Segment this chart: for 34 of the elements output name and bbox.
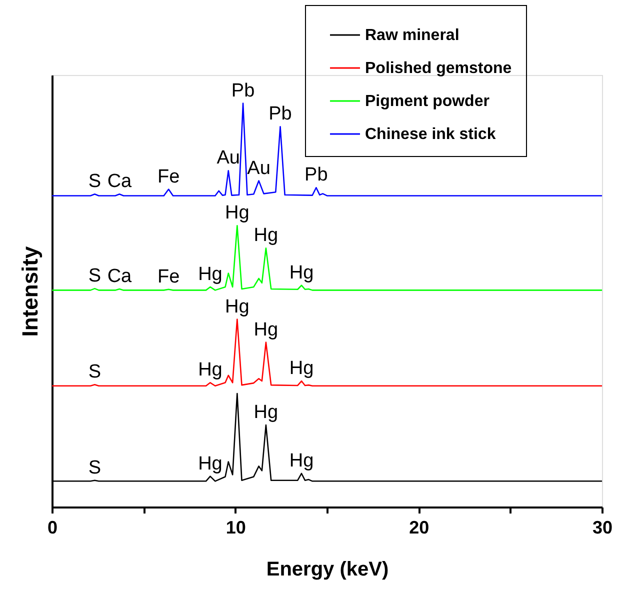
annotation: S bbox=[88, 457, 102, 478]
annotation: Pb bbox=[231, 80, 255, 102]
annotation: S bbox=[88, 171, 102, 192]
annotation: Pb bbox=[268, 104, 292, 125]
annotation: Au bbox=[216, 148, 240, 169]
annotation: Hg bbox=[289, 262, 314, 284]
annotation: S bbox=[88, 266, 102, 287]
annotation: Hg bbox=[198, 453, 222, 474]
annotation: Hg bbox=[254, 319, 278, 340]
legend-label: Chinese ink stick bbox=[365, 126, 496, 143]
annotation: Hg bbox=[289, 450, 314, 472]
annotation: Fe bbox=[158, 266, 180, 288]
x-tick-label: 10 bbox=[226, 518, 246, 538]
annotation: Ca bbox=[107, 171, 132, 192]
x-tick-label: 20 bbox=[409, 518, 430, 538]
annotation: Ca bbox=[107, 266, 132, 287]
annotation: Hg bbox=[289, 358, 314, 380]
annotation: Hg bbox=[254, 402, 278, 424]
x-tick-label: 30 bbox=[592, 518, 613, 538]
x-axis-title: Energy (keV) bbox=[266, 558, 389, 580]
annotation: Hg bbox=[198, 264, 222, 285]
y-axis-title: Intensity bbox=[18, 246, 42, 337]
annotation: Hg bbox=[254, 225, 278, 246]
annotation: Fe bbox=[158, 166, 180, 188]
annotation: Pb bbox=[304, 164, 328, 186]
legend-label: Raw mineral bbox=[365, 27, 460, 44]
x-tick-label: 0 bbox=[47, 518, 58, 538]
annotation: Hg bbox=[225, 296, 250, 318]
annotation: Hg bbox=[225, 202, 250, 224]
annotation: Au bbox=[247, 158, 270, 179]
legend-label: Polished gemstone bbox=[365, 60, 512, 77]
annotation: Hg bbox=[198, 360, 222, 381]
legend-label: Pigment powder bbox=[365, 93, 490, 110]
annotation: S bbox=[88, 362, 102, 383]
